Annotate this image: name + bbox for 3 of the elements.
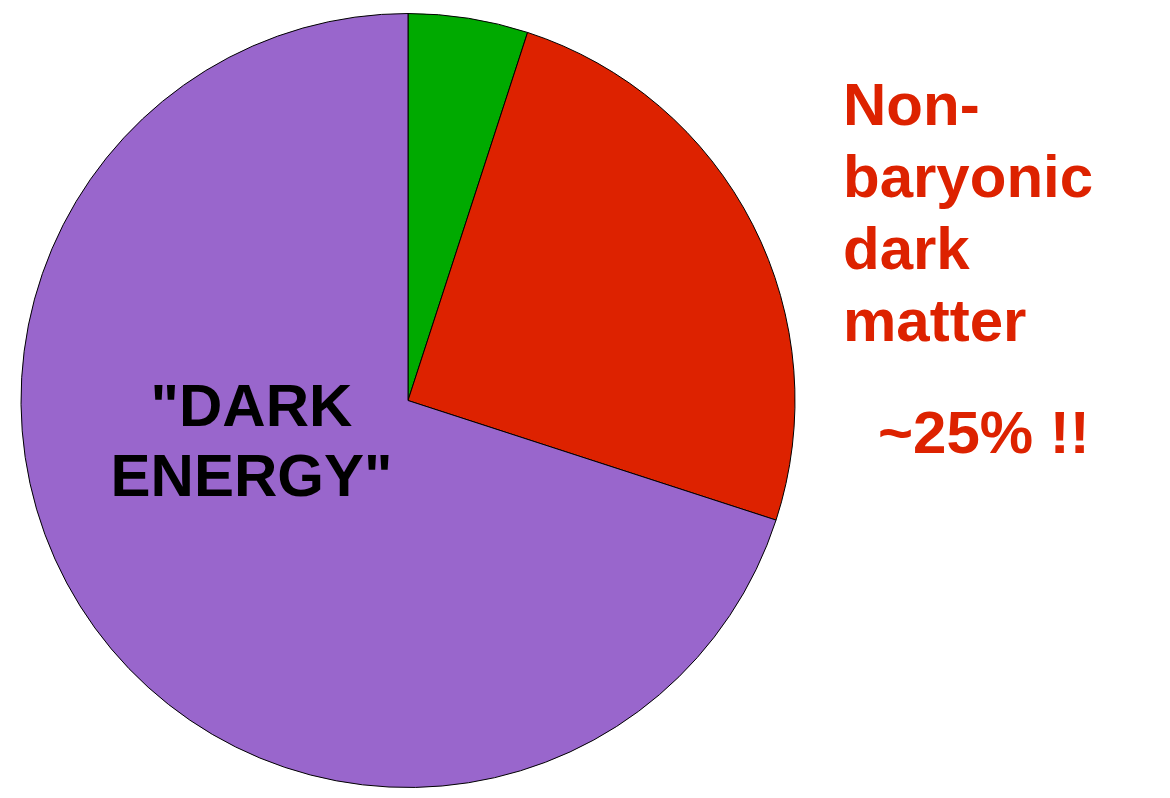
slice-label: Non-baryonic dark matter bbox=[843, 70, 1094, 354]
slice-label: "DARK ENERGY" bbox=[110, 371, 393, 509]
text: ~25% !! bbox=[878, 398, 1090, 466]
